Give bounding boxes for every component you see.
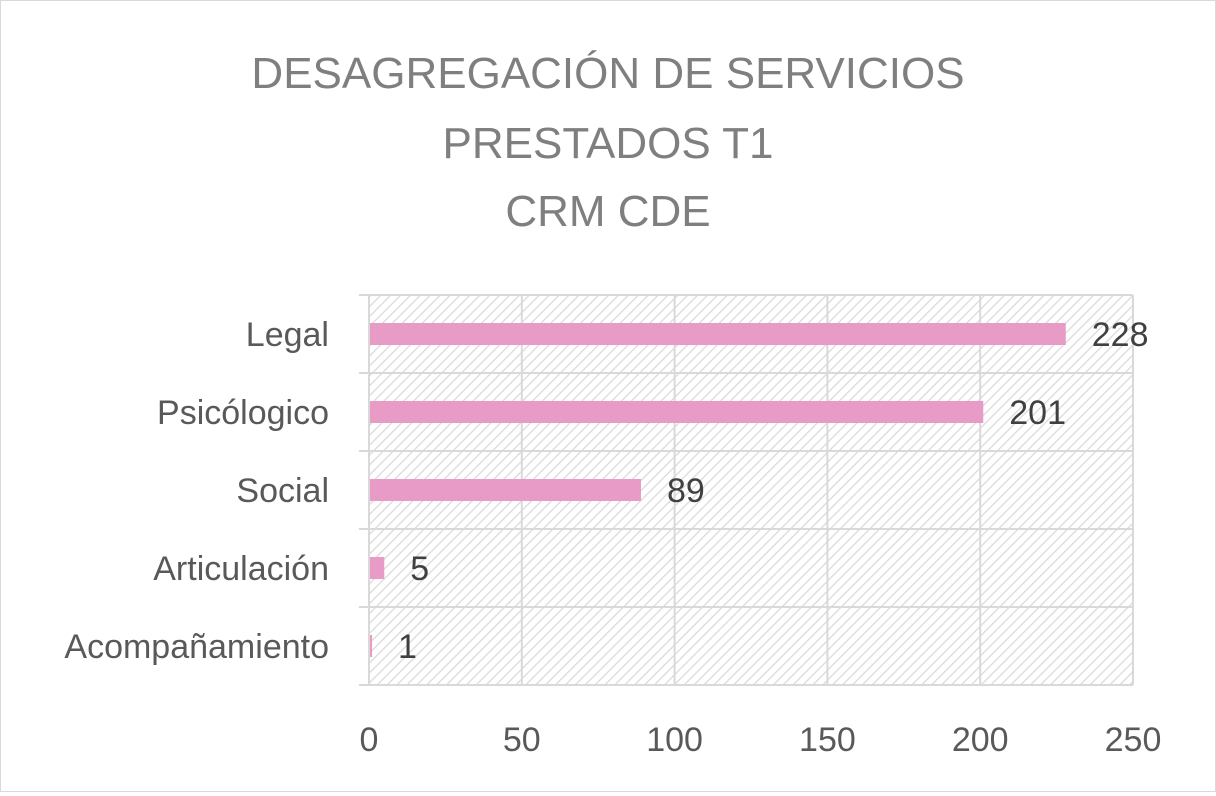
category-label: Acompañamiento [64,628,329,666]
bar [370,323,1066,345]
chart-title-line-2: PRESTADOS T1 [443,119,774,168]
data-label: 228 [1092,316,1149,354]
x-tick-label: 50 [503,721,541,759]
category-label: Psicólogico [157,394,329,432]
data-label: 201 [1009,394,1066,432]
bar [370,479,641,501]
bar [370,635,373,657]
bar [370,401,984,423]
category-label: Legal [246,316,329,354]
category-label: Articulación [153,550,329,588]
chart-title: DESAGREGACIÓN DE SERVICIOS PRESTADOS T1 … [251,49,964,236]
data-label: 5 [410,550,429,588]
category-label: Social [236,472,329,510]
x-tick-label: 0 [360,721,379,759]
chart-title-line-1: DESAGREGACIÓN DE SERVICIOS [251,49,964,98]
x-tick-label: 100 [646,721,703,759]
x-tick-label: 250 [1105,721,1162,759]
chart-title-line-3: CRM CDE [505,187,710,236]
x-tick-label: 150 [799,721,856,759]
data-label: 89 [667,472,705,510]
x-tick-label: 200 [952,721,1009,759]
bar [370,557,385,579]
data-label: 1 [398,628,417,666]
plot-area: Legal 228 Psicólogico 201 Social 89 Articulaci… [64,294,1162,759]
